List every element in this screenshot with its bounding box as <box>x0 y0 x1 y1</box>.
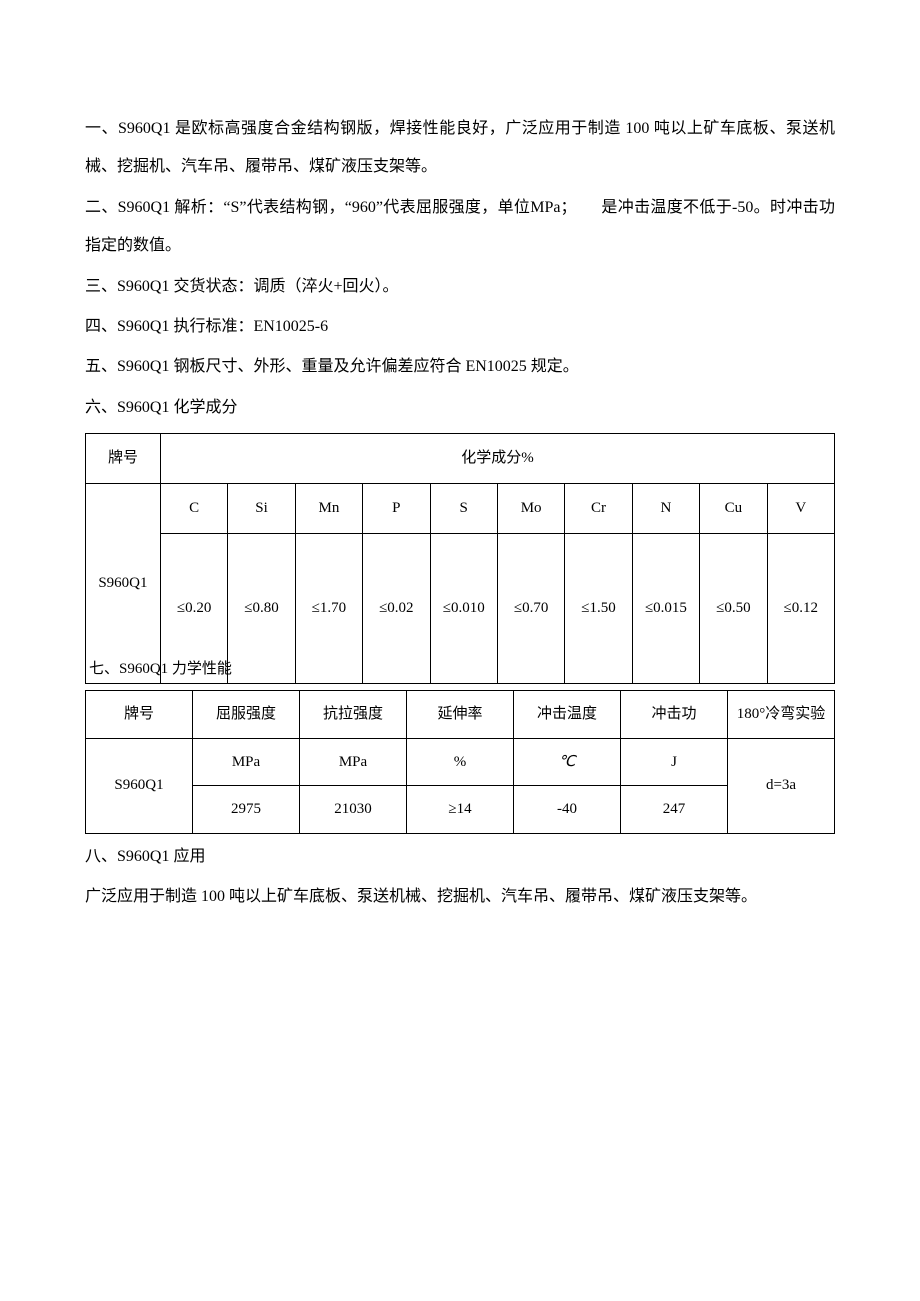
mech-v-3: -40 <box>514 786 621 834</box>
mech-h-3: 延伸率 <box>407 691 514 739</box>
chem-lim-4: ≤0.010 <box>430 534 497 684</box>
chem-el-2: Mn <box>295 484 362 534</box>
mech-u-0: MPa <box>193 738 300 786</box>
para-4: 四、S960Q1 执行标准：EN10025-6 <box>85 308 835 346</box>
para-5: 五、S960Q1 钢板尺寸、外形、重量及允许偏差应符合 EN10025 规定。 <box>85 348 835 386</box>
para-2: 二、S960Q1 解析：“S”代表结构钢，“960”代表屈服强度，单位MPa； … <box>85 189 835 266</box>
mech-v-0: 2975 <box>193 786 300 834</box>
chem-lim-9: ≤0.12 <box>767 534 834 684</box>
chem-el-0: C <box>160 484 227 534</box>
chem-header-brand: 牌号 <box>86 434 161 484</box>
mech-v-4: 247 <box>621 786 728 834</box>
para-6: 六、S960Q1 化学成分 <box>85 389 835 427</box>
mech-u-4: J <box>621 738 728 786</box>
chem-lim-2: ≤1.70 <box>295 534 362 684</box>
chem-lim-5: ≤0.70 <box>497 534 564 684</box>
para-9: 广泛应用于制造 100 吨以上矿车底板、泵送机械、挖掘机、汽车吊、履带吊、煤矿液… <box>85 878 835 916</box>
chemical-composition-table: 牌号 化学成分% S960Q1 C Si Mn P S Mo Cr N Cu V… <box>85 433 835 684</box>
mech-bend: d=3a <box>728 738 835 833</box>
mech-brand: S960Q1 <box>86 738 193 833</box>
mechanical-properties-table: 牌号 屈服强度 抗拉强度 延伸率 冲击温度 冲击功 180°冷弯实验 S960Q… <box>85 690 835 834</box>
chem-table-wrap: 牌号 化学成分% S960Q1 C Si Mn P S Mo Cr N Cu V… <box>85 433 835 684</box>
chem-el-1: Si <box>228 484 295 534</box>
chem-lim-1: ≤0.80 <box>228 534 295 684</box>
chem-el-5: Mo <box>497 484 564 534</box>
mech-u-2: % <box>407 738 514 786</box>
chem-el-8: Cu <box>700 484 767 534</box>
chem-lim-8: ≤0.50 <box>700 534 767 684</box>
mech-v-1: 21030 <box>300 786 407 834</box>
mech-u-1: MPa <box>300 738 407 786</box>
mech-h-0: 牌号 <box>86 691 193 739</box>
chem-lim-7: ≤0.015 <box>632 534 699 684</box>
chem-el-7: N <box>632 484 699 534</box>
mech-u-3: ℃ <box>514 738 621 786</box>
chem-lim-6: ≤1.50 <box>565 534 632 684</box>
mech-h-2: 抗拉强度 <box>300 691 407 739</box>
para-1: 一、S960Q1 是欧标高强度合金结构钢版，焊接性能良好，广泛应用于制造 100… <box>85 110 835 187</box>
chem-el-6: Cr <box>565 484 632 534</box>
chem-brand-value: S960Q1 <box>86 484 161 684</box>
mech-h-5: 冲击功 <box>621 691 728 739</box>
chem-el-3: P <box>363 484 430 534</box>
para-7-overlap: 七、S960Q1 力学性能 <box>89 660 232 678</box>
mech-h-1: 屈服强度 <box>193 691 300 739</box>
chem-header-comp: 化学成分% <box>160 434 834 484</box>
mech-v-2: ≥14 <box>407 786 514 834</box>
chem-el-9: V <box>767 484 834 534</box>
mech-h-4: 冲击温度 <box>514 691 621 739</box>
para-8: 八、S960Q1 应用 <box>85 838 835 876</box>
mech-h-6: 180°冷弯实验 <box>728 691 835 739</box>
chem-lim-3: ≤0.02 <box>363 534 430 684</box>
para-3: 三、S960Q1 交货状态：调质（淬火+回火）。 <box>85 268 835 306</box>
chem-el-4: S <box>430 484 497 534</box>
